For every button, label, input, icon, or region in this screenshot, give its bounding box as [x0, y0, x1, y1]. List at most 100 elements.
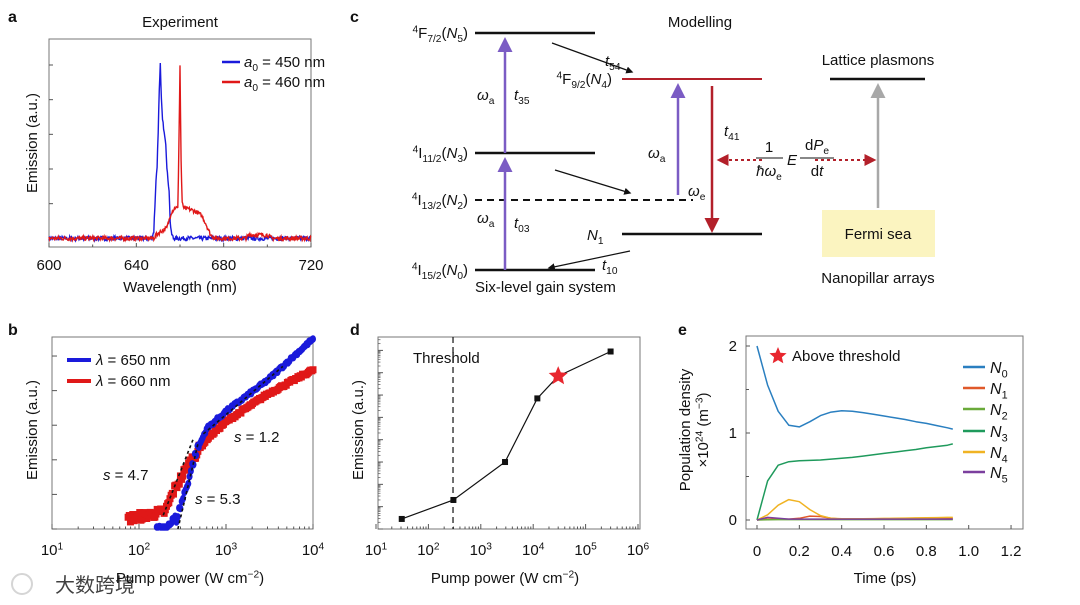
legend-label-1: N1 — [990, 381, 1008, 401]
text-segment: e — [823, 146, 829, 157]
text-segment: I — [418, 145, 422, 162]
text-segment: d — [350, 322, 360, 339]
watermark-logo-icon — [11, 573, 33, 595]
x-tick-label: 105 — [574, 541, 597, 559]
series-line-4 — [756, 498, 953, 521]
text-segment: ) — [463, 262, 468, 279]
text-segment: ) — [463, 25, 468, 42]
text-segment: 54 — [609, 62, 621, 73]
text-segment: ) — [695, 392, 712, 397]
data-point — [450, 496, 457, 503]
text-segment: 24 — [694, 430, 705, 442]
fit-line — [202, 365, 284, 435]
text-segment: Emission (a.u.) — [24, 380, 41, 480]
text-segment: 10 — [470, 542, 487, 559]
rate-label-wa: ωa — [648, 145, 666, 165]
y-axis-label: Emission (a.u.) — [24, 93, 41, 193]
text-segment: 10 — [606, 266, 618, 277]
text-segment: ω — [477, 87, 489, 104]
data-point — [180, 494, 187, 503]
data-point — [169, 490, 177, 498]
text-segment: 720 — [298, 257, 323, 274]
text-segment: ħω — [756, 163, 776, 180]
text-segment: a — [489, 96, 495, 107]
rate-label-wa: ωa — [477, 210, 495, 230]
level-label-N0: 4I15/2(N0) — [412, 261, 468, 282]
x-tick-label: 600 — [36, 257, 61, 274]
text-segment: N — [587, 227, 598, 244]
text-segment: 640 — [124, 257, 149, 274]
text-segment: ×10 — [695, 442, 712, 467]
y-tick-label: 2 — [729, 338, 737, 355]
x-axis-label: Time (ps) — [854, 570, 917, 587]
text-segment: = 660 nm — [103, 373, 170, 390]
x-tick-label: 0.2 — [789, 543, 810, 560]
star-icon — [769, 347, 787, 364]
text-segment: a — [489, 219, 495, 230]
panel-letter-a: a — [8, 9, 17, 26]
text-segment: 35 — [518, 96, 530, 107]
legend-label-1: a0 = 460 nm — [244, 74, 325, 94]
legend-label-2: N2 — [990, 402, 1008, 422]
legend-label-5: N5 — [990, 465, 1008, 485]
x-tick-label: 106 — [627, 541, 650, 559]
text-segment: ( — [441, 192, 446, 209]
level-label-N3: 4I11/2(N3) — [413, 144, 468, 165]
text-segment: 3 — [232, 541, 238, 552]
data-point — [309, 366, 317, 374]
text-segment: a — [8, 9, 17, 26]
text-segment: a — [244, 54, 252, 71]
x-tick-label: 1.0 — [958, 543, 979, 560]
x-tick-label: 720 — [298, 257, 323, 274]
text-segment: ( — [441, 145, 446, 162]
threshold-label: Threshold — [413, 350, 480, 367]
text-segment: 0.6 — [874, 543, 895, 560]
text-segment: t — [819, 163, 824, 180]
y-tick-label: 0 — [729, 512, 737, 529]
text-segment: Wavelength (nm) — [123, 279, 237, 296]
x-tick-label: 103 — [470, 541, 493, 559]
decay-arrow — [551, 42, 634, 74]
rate-label-t54: t54 — [605, 53, 621, 73]
text-segment: 10 — [41, 542, 58, 559]
series-line-3 — [756, 443, 953, 521]
text-segment: ω — [648, 145, 660, 162]
text-segment: 11/2 — [422, 154, 441, 165]
text-segment: 大数跨境 — [55, 574, 135, 597]
text-segment: 2 — [1002, 410, 1008, 422]
text-segment: t — [514, 87, 519, 104]
text-segment: 2 — [457, 201, 463, 212]
text-segment: ) — [607, 71, 612, 88]
text-segment: 0 — [729, 512, 737, 529]
y-tick-label: 1 — [729, 425, 737, 442]
text-segment: Pump power (W cm — [116, 570, 248, 587]
text-segment: E — [787, 152, 798, 169]
text-segment: 4 — [556, 70, 562, 81]
text-segment: = 5.3 — [203, 491, 241, 508]
text-segment: N — [990, 445, 1002, 462]
fermi-sea-box — [822, 210, 935, 257]
text-segment: c — [350, 9, 359, 26]
text-segment: 4 — [601, 80, 607, 91]
text-segment: N — [446, 192, 457, 209]
x-tick-label: 102 — [417, 541, 440, 559]
text-segment: Lattice plasmons — [822, 52, 935, 69]
text-segment: 4 — [412, 24, 418, 35]
text-segment: Emission (a.u.) — [350, 380, 367, 480]
text-segment: 680 — [211, 257, 236, 274]
coupling-numerator: 1 — [765, 139, 773, 156]
y-axis-label-units: ×1024 (m−3) — [694, 392, 712, 467]
panel-letter-d: d — [350, 322, 360, 339]
text-segment: N — [446, 145, 457, 162]
text-segment: I — [417, 262, 421, 279]
text-segment: λ — [95, 352, 103, 369]
text-segment: 10 — [574, 542, 591, 559]
text-segment: N — [446, 25, 457, 42]
data-point — [534, 395, 541, 402]
x-tick-label: 1.2 — [1001, 543, 1022, 560]
fermi-sea-label: Fermi sea — [845, 226, 912, 243]
data-point — [502, 459, 509, 466]
text-segment: Threshold — [413, 350, 480, 367]
text-segment: N — [990, 402, 1002, 419]
text-segment: 0 — [753, 543, 761, 560]
